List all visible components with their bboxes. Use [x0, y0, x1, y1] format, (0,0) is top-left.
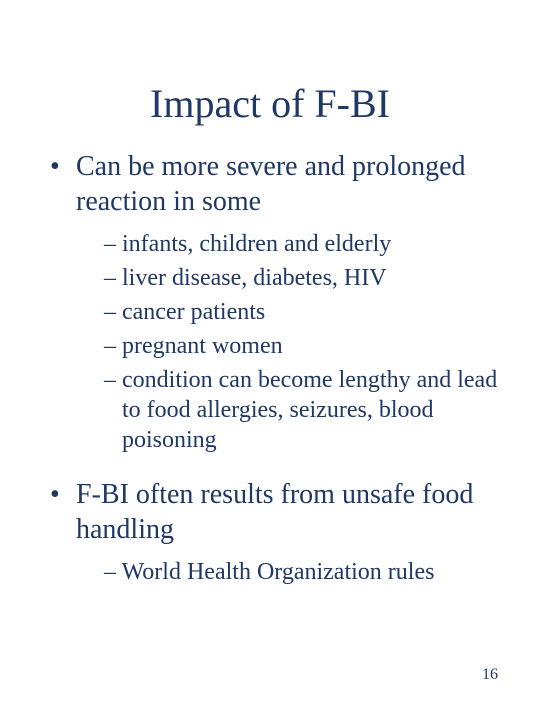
- bullet-level2: cancer patients: [40, 297, 500, 327]
- bullet-level2: pregnant women: [40, 331, 500, 361]
- bullet-level2: infants, children and elderly: [40, 229, 500, 259]
- bullet-level2: condition can become lengthy and lead to…: [40, 365, 500, 455]
- slide-container: Impact of F-BI Can be more severe and pr…: [0, 0, 540, 720]
- bullet-level2: World Health Organization rules: [40, 557, 500, 587]
- bullet-level1: F-BI often results from unsafe food hand…: [40, 477, 500, 547]
- page-number: 16: [482, 666, 498, 684]
- slide-title: Impact of F-BI: [40, 80, 500, 127]
- bullet-level2: liver disease, diabetes, HIV: [40, 263, 500, 293]
- bullet-level1: Can be more severe and prolonged reactio…: [40, 149, 500, 219]
